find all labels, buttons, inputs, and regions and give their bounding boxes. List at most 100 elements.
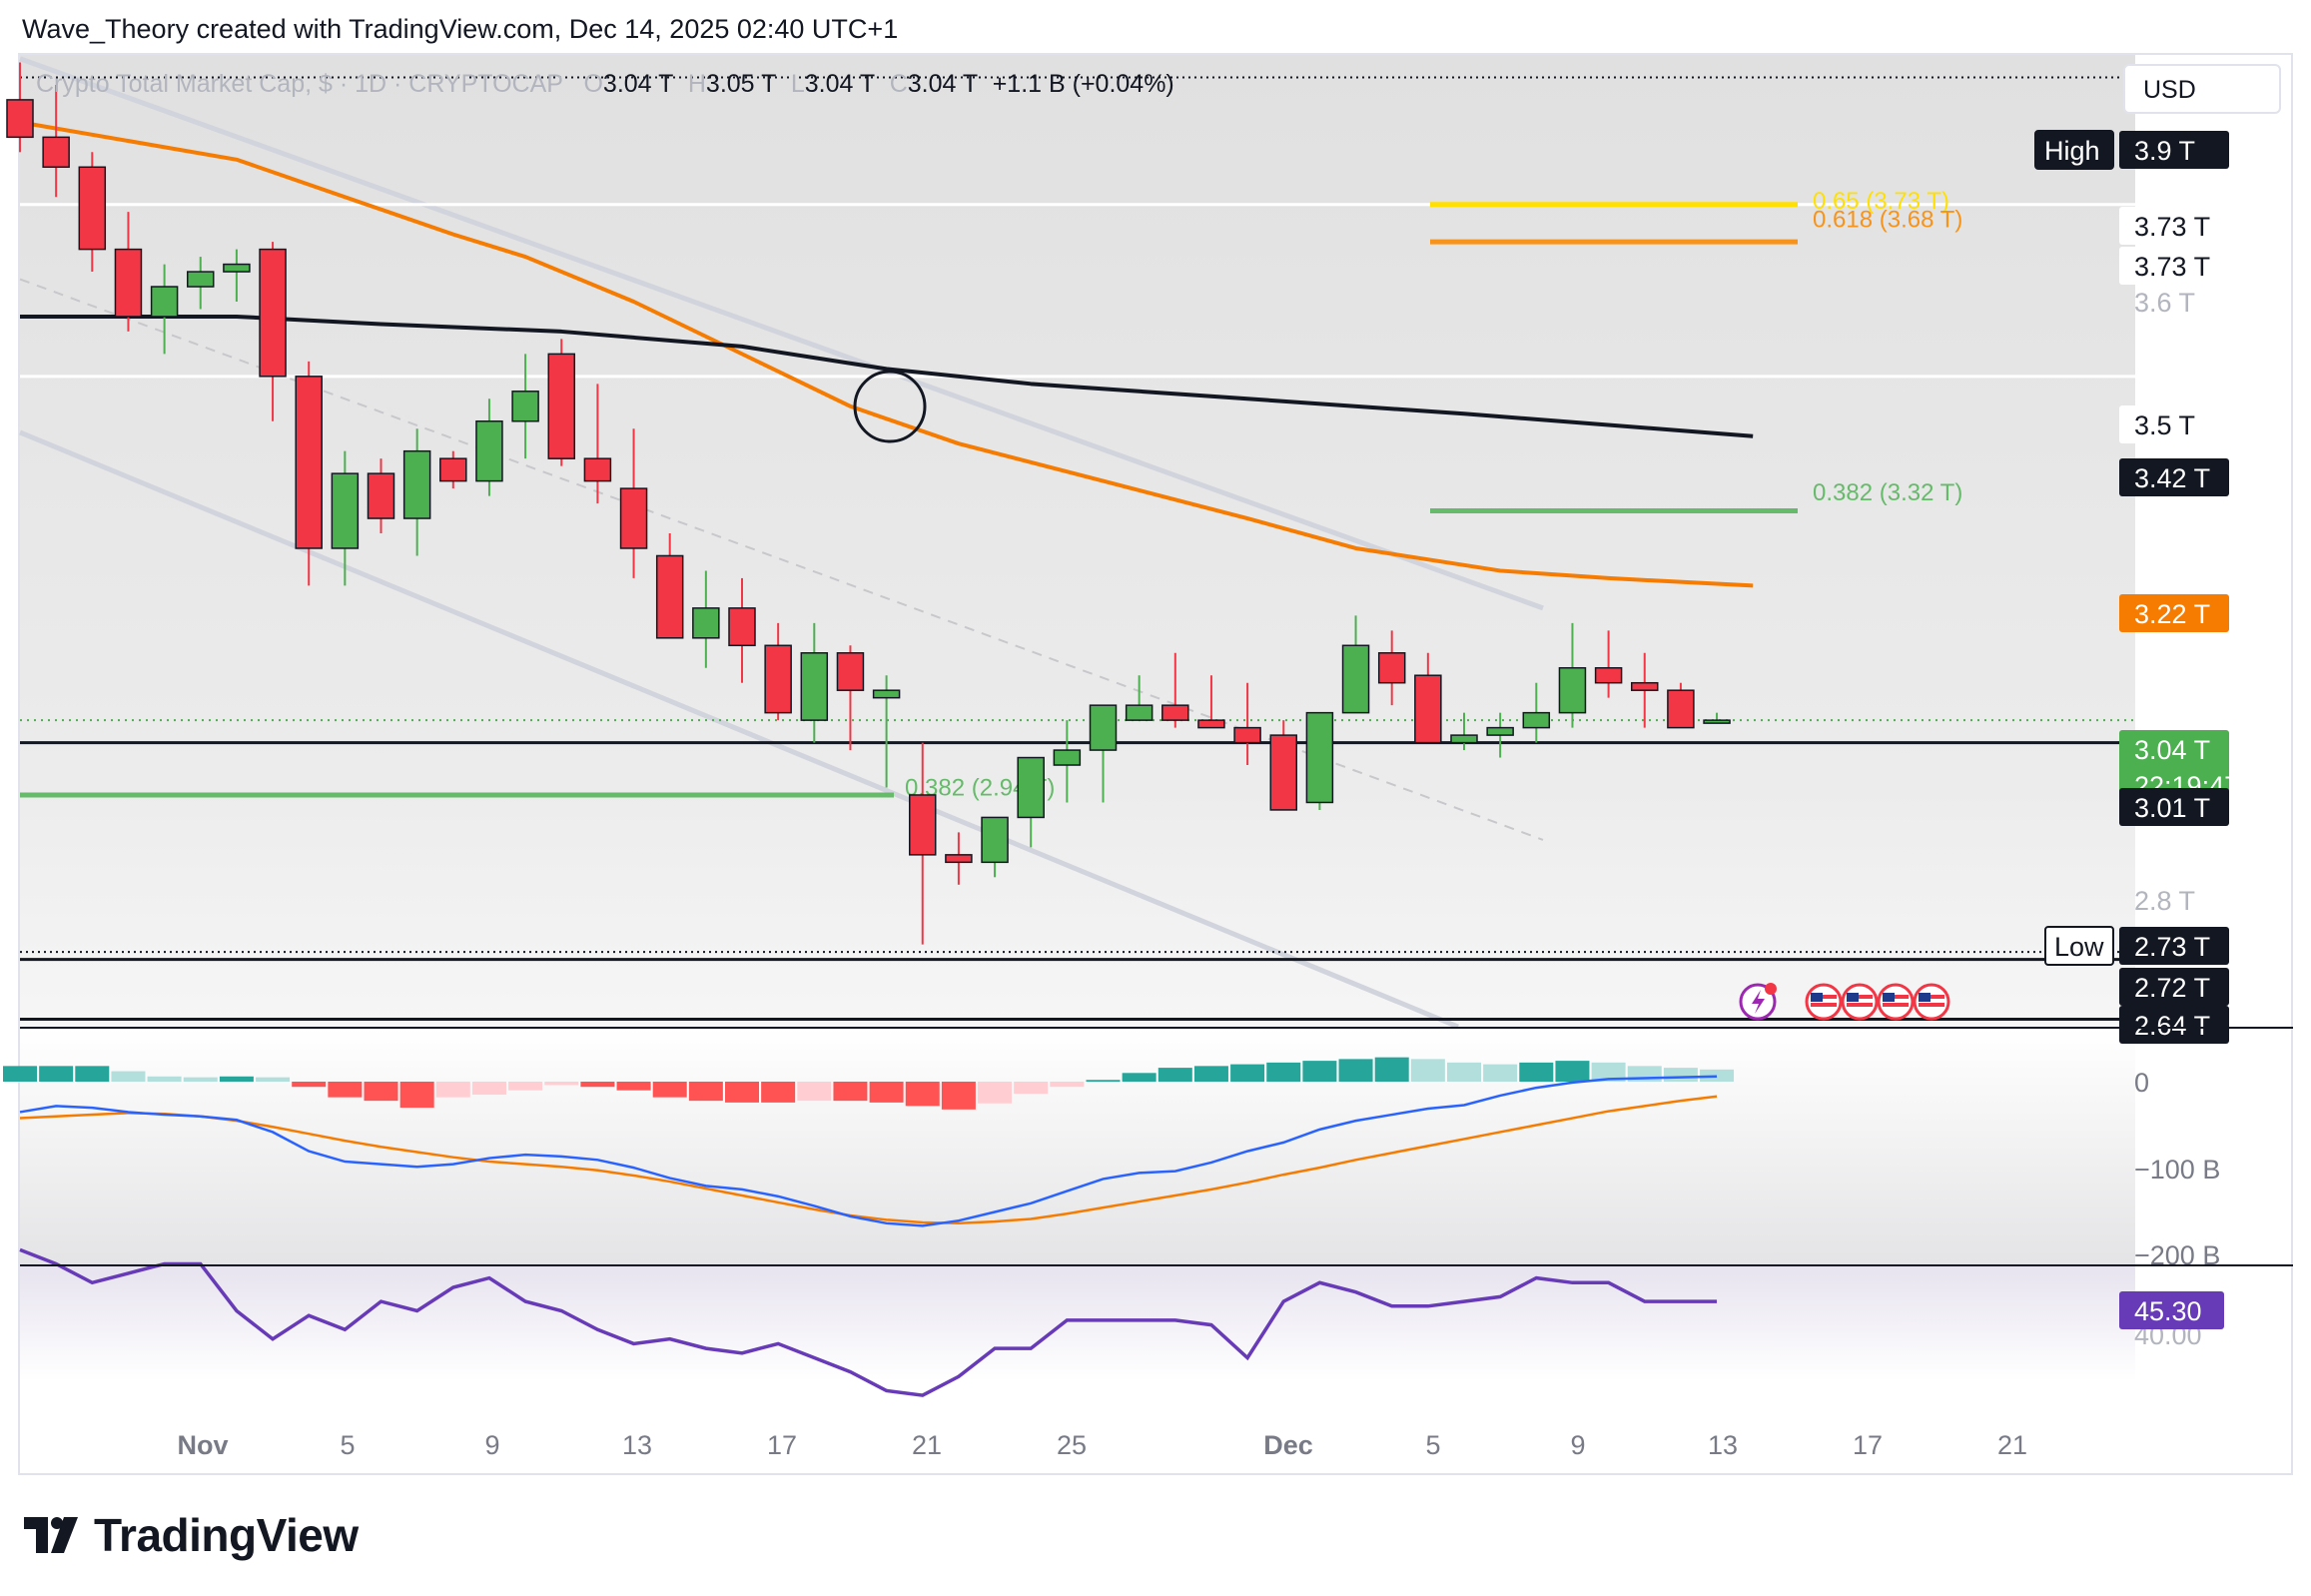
price-badge-value: 3.73 T (2134, 212, 2210, 242)
time-tick-label: 9 (1570, 1430, 1585, 1460)
candle-body (1522, 711, 1551, 729)
macd-histogram-bar (256, 1077, 291, 1082)
macd-histogram-bar (1519, 1062, 1554, 1082)
symbol-title[interactable]: Crypto Total Market Cap, $ · 1D · CRYPTO… (36, 70, 563, 98)
notification-dot-icon (1765, 983, 1777, 995)
macd-histogram-bar (652, 1082, 687, 1098)
price-badge-bg (2119, 247, 2229, 285)
currency-button[interactable]: USD (2123, 64, 2281, 114)
candle-body (583, 457, 612, 482)
symbol-legend[interactable]: Crypto Total Market Cap, $ · 1D · CRYPTO… (36, 70, 1174, 99)
time-tick-label: 13 (622, 1430, 652, 1460)
macd-histogram-bar (833, 1082, 868, 1102)
us-flag-icon[interactable] (1841, 983, 1879, 1021)
macd-histogram-bar (1338, 1059, 1373, 1082)
fib-0.618-label: 0.618 (3.68 T) (1813, 207, 1962, 234)
macd-histogram-bar (364, 1082, 398, 1102)
price-badge-value: 3.9 T (2134, 136, 2195, 166)
macd-histogram-bar (147, 1076, 182, 1082)
crossover-circle-annotation[interactable] (853, 370, 927, 443)
macd-tick-label: 0 (2134, 1068, 2149, 1098)
us-flag-icon[interactable] (1877, 983, 1915, 1021)
macd-histogram-bar (471, 1082, 506, 1096)
candle (42, 84, 70, 198)
main-pane-bg (20, 55, 2135, 1029)
tradingview-logo[interactable]: TradingView (24, 1508, 359, 1562)
candle-body (42, 136, 70, 169)
price-badge: 3.73 T (2119, 247, 2229, 285)
candle (1161, 652, 1189, 728)
time-tick-label: 5 (340, 1430, 355, 1460)
level-tag-label: Low (2054, 932, 2104, 962)
candle-body (223, 263, 251, 273)
macd-histogram-bar (1483, 1064, 1518, 1082)
candle (1558, 622, 1587, 728)
price-badge-bg (2119, 594, 2229, 632)
candle (78, 152, 107, 273)
price-badge-bg (2119, 788, 2229, 826)
price-tick-label: 2.8 T (2134, 886, 2195, 916)
candle (1053, 720, 1082, 803)
us-economic-event-icons[interactable] (1805, 983, 1950, 1021)
candle (655, 533, 684, 639)
macd-histogram-bar (869, 1082, 904, 1103)
event-flags[interactable] (1739, 983, 1950, 1021)
candle-body (439, 457, 467, 482)
candle-body (1594, 666, 1623, 684)
candle (402, 428, 431, 556)
macd-histogram-bar (761, 1082, 796, 1103)
candle (728, 577, 756, 683)
candle (1197, 675, 1225, 729)
candle-body (728, 607, 756, 647)
time-tick-label: 17 (767, 1430, 797, 1460)
macd-histogram-bar (1157, 1068, 1192, 1082)
fib-0.382-label: 0.382 (3.32 T) (1813, 479, 1962, 506)
macd-pane (3, 1057, 1735, 1227)
candle-body (872, 689, 901, 699)
price-badge-bg (2119, 1006, 2229, 1044)
macd-histogram-bar (797, 1082, 832, 1102)
price-badge-value: 3.04 T (2134, 735, 2210, 765)
candle (150, 264, 179, 355)
us-flag-icon[interactable] (1805, 983, 1843, 1021)
high-value: 3.05 T (705, 70, 776, 98)
candle-body (1305, 711, 1334, 804)
candle-body (1486, 726, 1514, 736)
candle (619, 428, 648, 578)
rsi-line (19, 1247, 1718, 1397)
price-pane: 0.65 (3.73 T)0.618 (3.68 T) 0.382 (3.32 T… (6, 56, 2135, 1030)
macd-histogram-bar (941, 1082, 976, 1110)
rsi-value-label: 45.30 (2134, 1296, 2202, 1326)
macd-signal-line (19, 1095, 1718, 1225)
channel-lower-line (19, 429, 1459, 1030)
candle-body (1450, 734, 1478, 744)
price-badge-value: 2.73 T (2134, 932, 2210, 962)
price-badge: 3.01 T (2119, 788, 2229, 826)
currency-label: USD (2143, 76, 2196, 104)
candle-body (1125, 704, 1154, 721)
candle (367, 458, 395, 534)
price-badge-bg (2119, 927, 2229, 965)
us-flag-icon[interactable] (1913, 983, 1950, 1021)
price-badge: 2.72 T (2119, 968, 2229, 1006)
candle-body (1667, 689, 1695, 729)
candle-body (1414, 674, 1442, 744)
price-badge-bg (2119, 458, 2229, 496)
candle-body (1703, 719, 1731, 724)
price-badge: 3.9 T High (2034, 130, 2229, 170)
macd-histogram-bar (1374, 1057, 1409, 1082)
change-value: +1.1 B (+0.04%) (992, 70, 1174, 98)
candle-body (836, 652, 865, 691)
candle-body (331, 472, 360, 549)
candle-body (475, 419, 503, 482)
price-badge-value: 3.42 T (2134, 463, 2210, 493)
candle (981, 816, 1009, 878)
candle-body (6, 99, 34, 139)
macd-histogram-bar (183, 1077, 218, 1082)
candle (1486, 712, 1514, 758)
candle (1305, 711, 1334, 810)
price-badge: 3.5 T (2119, 405, 2229, 443)
candle (1522, 682, 1551, 743)
chart-frame[interactable] (18, 53, 2293, 1475)
